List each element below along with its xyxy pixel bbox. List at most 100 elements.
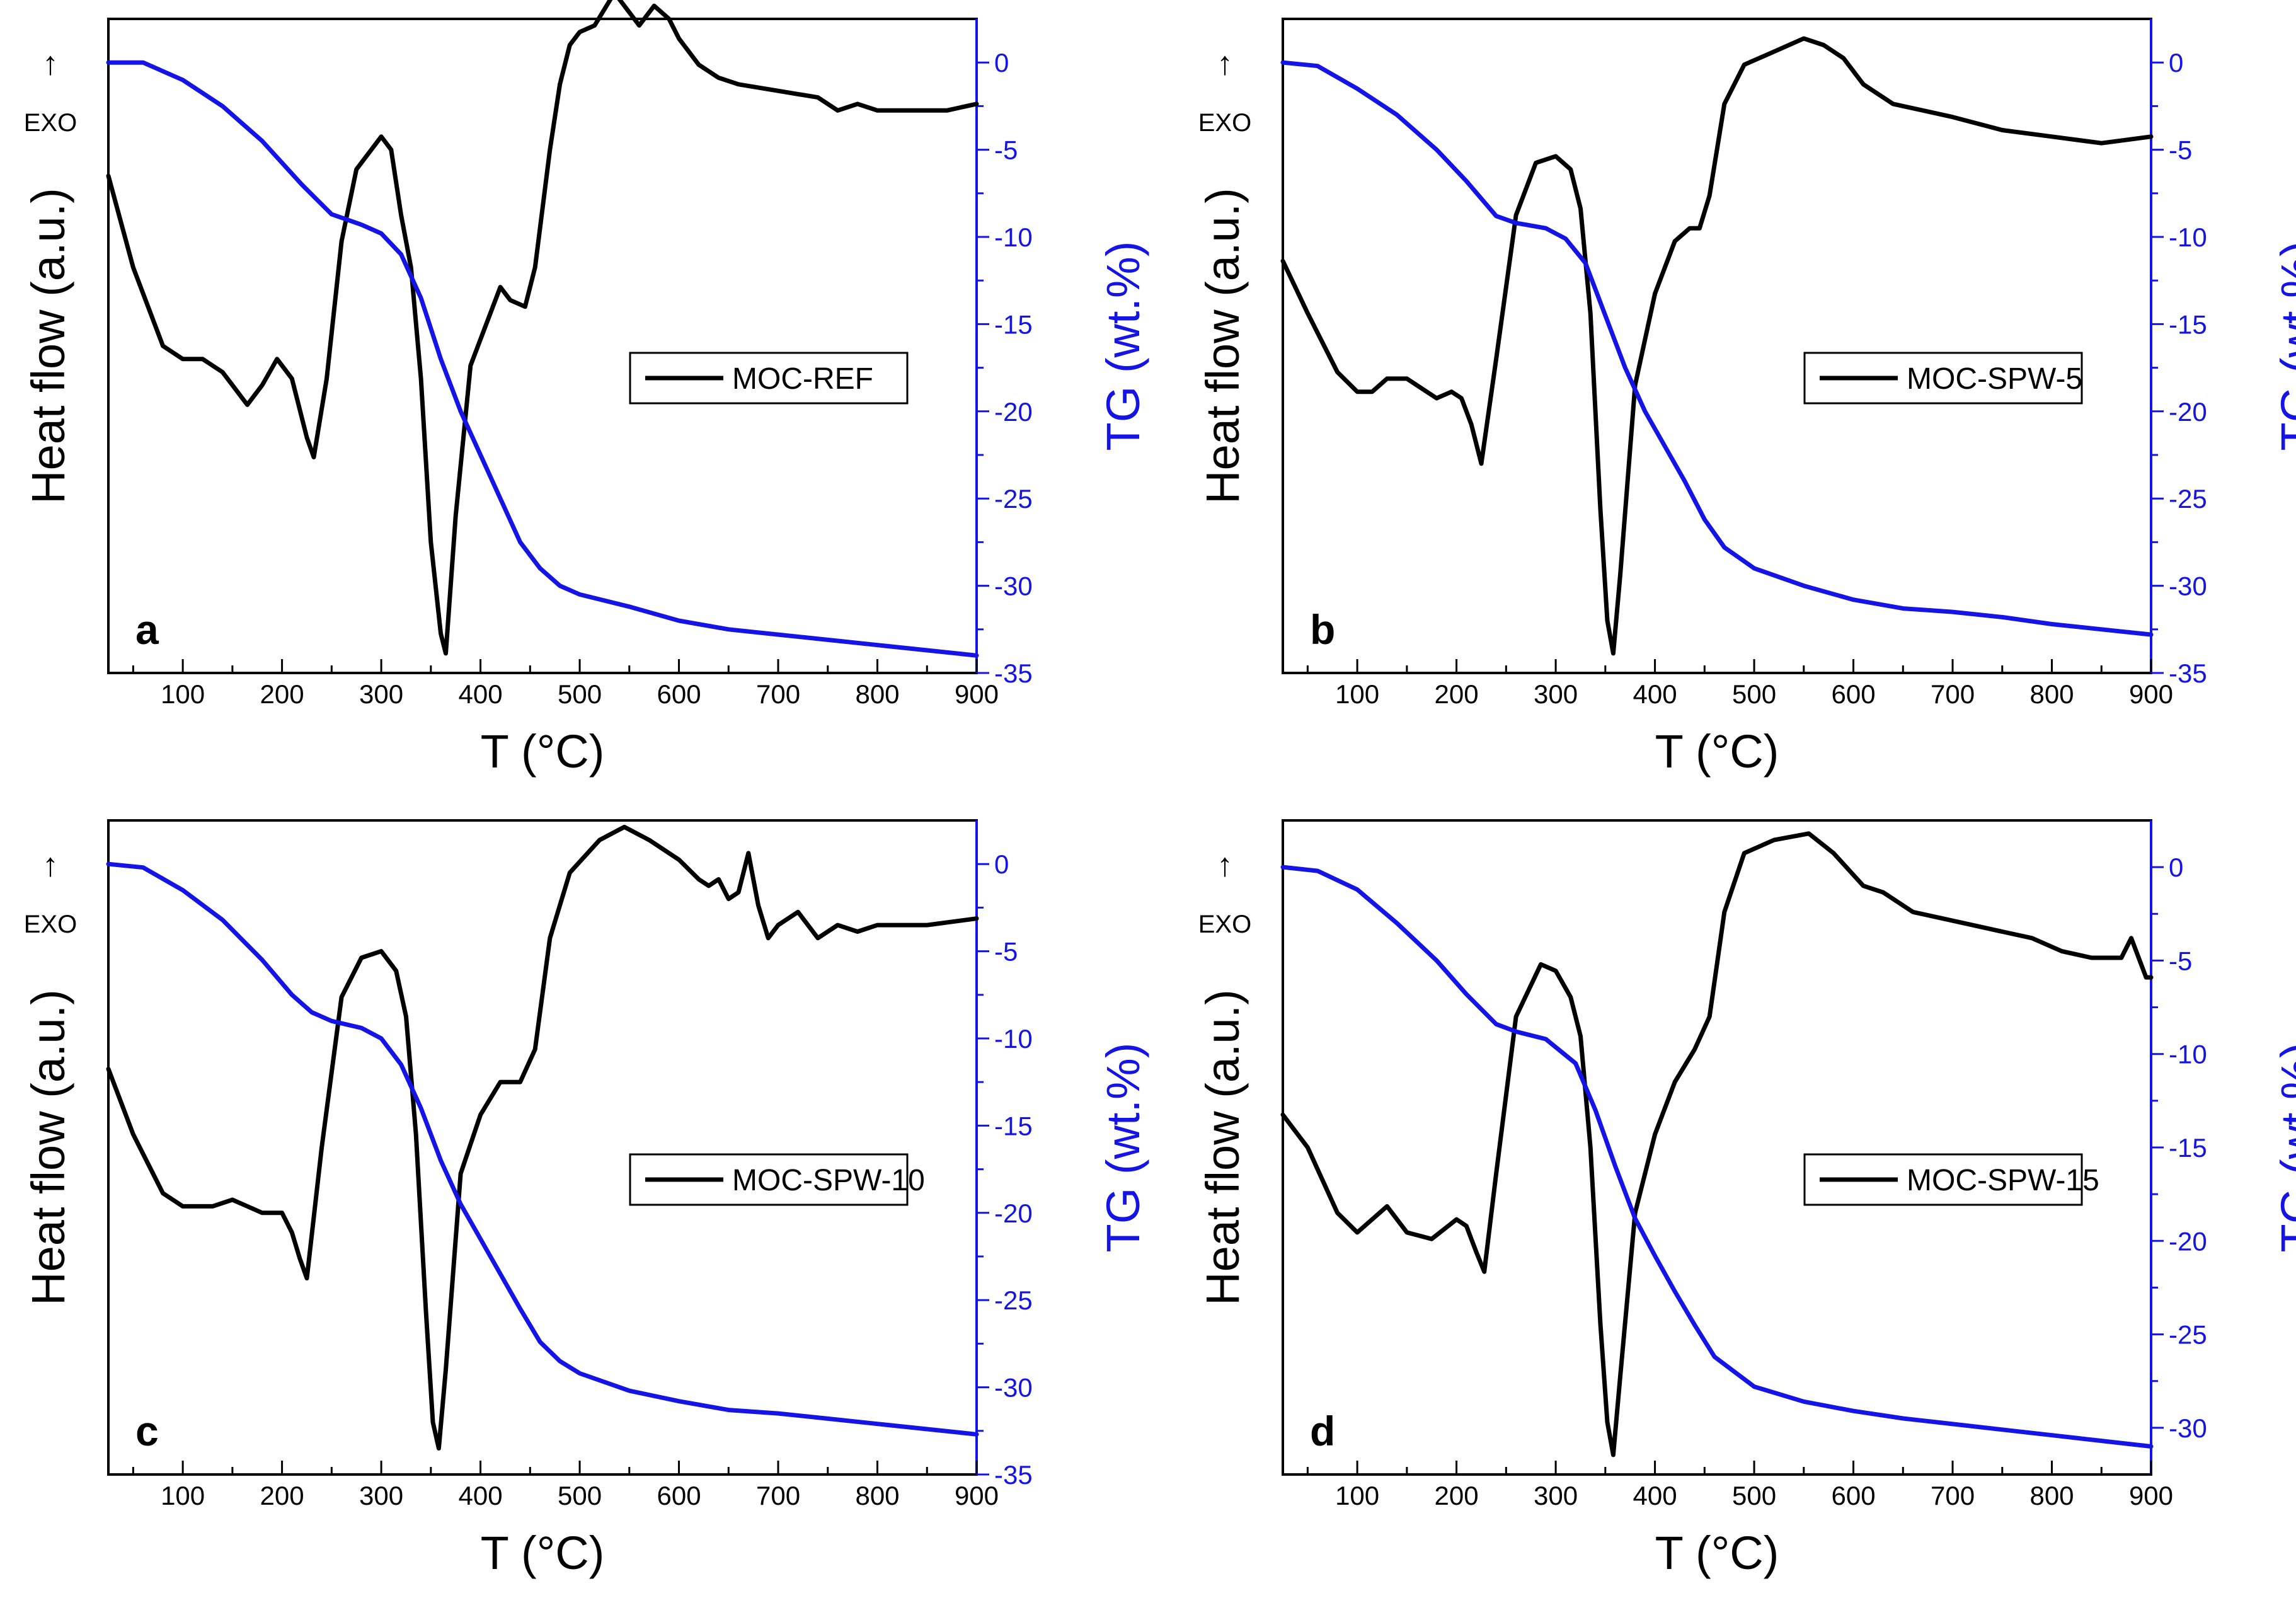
x-tick-label: 600 (1832, 1481, 1876, 1510)
panel-a: 100 200 300 400 500 600 700 800 900 0 -5 -10 -15 -20 -… (22, 0, 1149, 778)
tg-tick-label: -30 (994, 572, 1033, 601)
tg-curve (106, 861, 979, 1437)
panel-b: 100 200 300 400 500 600 700 800 900 0 -5 -10 -15 -20 -… (1197, 18, 2296, 778)
dsc-curve (1280, 36, 2154, 656)
tg-tick-label: -30 (2169, 1413, 2207, 1443)
tg-tick-label: -25 (2169, 484, 2207, 514)
x-tick-label: 200 (1435, 1481, 1479, 1510)
y-right-axis-title: TG (wt.%) (1097, 1043, 1149, 1253)
tg-curve (106, 60, 979, 658)
x-tick-label: 900 (2129, 1481, 2173, 1510)
tg-tick-label: 0 (2169, 853, 2183, 882)
panel-d: 100 200 300 400 500 600 700 800 900 0 -5 -10 -15 -20 -… (1197, 819, 2296, 1579)
dsc-curve (106, 824, 979, 1451)
plot-frame (107, 819, 978, 1476)
tg-tick-label: -20 (2169, 1226, 2207, 1256)
tg-tick-label: -30 (2169, 572, 2207, 601)
dsc-curve (1280, 831, 2154, 1457)
tg-tick-label: -5 (2169, 946, 2192, 975)
x-tick-label: 500 (558, 1481, 602, 1510)
legend-label: MOC-SPW-15 (1907, 1164, 2099, 1197)
tg-tick-label: -10 (2169, 222, 2207, 252)
y-left-axis-title: Heat flow (a.u.) (1197, 989, 1249, 1306)
exo-label: EXO (24, 109, 77, 137)
tg-tick-label: -5 (994, 135, 1018, 165)
legend: MOC-SPW-5 (1803, 352, 2083, 405)
tg-tick-label: -20 (2169, 397, 2207, 427)
tg-tick-label: -15 (994, 1111, 1033, 1141)
x-tick-label: 100 (1335, 679, 1379, 709)
exo-arrow-icon: ↑ (42, 847, 59, 883)
x-tick-label: 600 (657, 679, 701, 709)
x-tick-label: 300 (1534, 679, 1578, 709)
legend: MOC-REF (629, 352, 909, 405)
x-tick-label: 200 (260, 1481, 304, 1510)
y-left-axis-title: Heat flow (a.u.) (1197, 188, 1249, 504)
tg-tick-label: -20 (994, 1198, 1033, 1228)
x-tick-label: 300 (359, 679, 403, 709)
x-tick-label: 400 (1633, 1481, 1677, 1510)
x-tick-label: 500 (1732, 1481, 1776, 1510)
x-tick-label: 100 (161, 679, 205, 709)
x-tick-label: 700 (1931, 679, 1975, 709)
x-tick-label: 500 (1732, 679, 1776, 709)
y-right-axis-title: TG (wt.%) (2271, 1043, 2296, 1253)
x-tick-label: 100 (1335, 1481, 1379, 1510)
x-tick-label: 400 (459, 679, 503, 709)
exo-arrow-icon: ↑ (1217, 847, 1233, 883)
tg-curve (1280, 60, 2154, 637)
tg-tick-label: -15 (994, 309, 1033, 339)
tg-tick-label: -10 (994, 1024, 1033, 1054)
tg-tick-label: -25 (2169, 1320, 2207, 1350)
y-right-axis-title: TG (wt.%) (1097, 241, 1149, 451)
dsc-curve (106, 0, 979, 656)
plot-frame (1282, 18, 2152, 674)
x-tick-label: 700 (1931, 1481, 1975, 1510)
plot-frame (107, 18, 978, 674)
plot-frame (1282, 819, 2152, 1476)
exo-arrow-icon: ↑ (1217, 45, 1233, 82)
exo-label: EXO (1198, 911, 1251, 938)
legend: MOC-SPW-15 (1803, 1153, 2099, 1206)
tg-curve (1280, 865, 2154, 1449)
x-tick-label: 900 (955, 679, 999, 709)
y-left-axis-title: Heat flow (a.u.) (22, 188, 74, 504)
panel-c: 100 200 300 400 500 600 700 800 900 0 -5 -10 -15 -20 -… (22, 819, 1149, 1579)
x-tick-label: 200 (260, 679, 304, 709)
x-tick-label: 800 (2029, 679, 2074, 709)
exo-label: EXO (1198, 109, 1251, 137)
x-tick-label: 700 (756, 1481, 800, 1510)
tg-tick-label: -10 (2169, 1040, 2207, 1069)
legend-label: MOC-REF (732, 362, 873, 396)
tg-tick-label: 0 (994, 849, 1009, 879)
tg-tick-label: -10 (994, 222, 1033, 252)
tg-tick-label: 0 (994, 48, 1009, 78)
tg-tick-label: -35 (994, 658, 1033, 688)
panel-letter: b (1310, 606, 1335, 653)
exo-arrow-icon: ↑ (42, 45, 59, 82)
x-tick-label: 500 (558, 679, 602, 709)
tg-tick-label: -30 (994, 1373, 1033, 1403)
tg-tick-label: 0 (2169, 48, 2183, 78)
x-tick-label: 900 (955, 1481, 999, 1510)
exo-label: EXO (24, 911, 77, 938)
y-left-axis-title: Heat flow (a.u.) (22, 989, 74, 1306)
x-tick-label: 300 (359, 1481, 403, 1510)
tg-tick-label: -25 (994, 484, 1033, 514)
x-tick-label: 300 (1534, 1481, 1578, 1510)
panel-letter: c (135, 1408, 159, 1454)
x-tick-label: 400 (1633, 679, 1677, 709)
legend: MOC-SPW-10 (629, 1153, 925, 1206)
tg-tick-label: -35 (2169, 658, 2207, 688)
panel-letter: d (1310, 1408, 1335, 1454)
x-tick-label: 400 (459, 1481, 503, 1510)
legend-label: MOC-SPW-5 (1907, 362, 2082, 396)
legend-label: MOC-SPW-10 (732, 1164, 925, 1197)
tg-tick-label: -25 (994, 1285, 1033, 1315)
x-axis-title: T (°C) (1655, 725, 1779, 778)
x-tick-label: 100 (161, 1481, 205, 1510)
tg-tick-label: -15 (2169, 309, 2207, 339)
x-axis-title: T (°C) (481, 1527, 605, 1579)
tg-tick-label: -15 (2169, 1133, 2207, 1163)
